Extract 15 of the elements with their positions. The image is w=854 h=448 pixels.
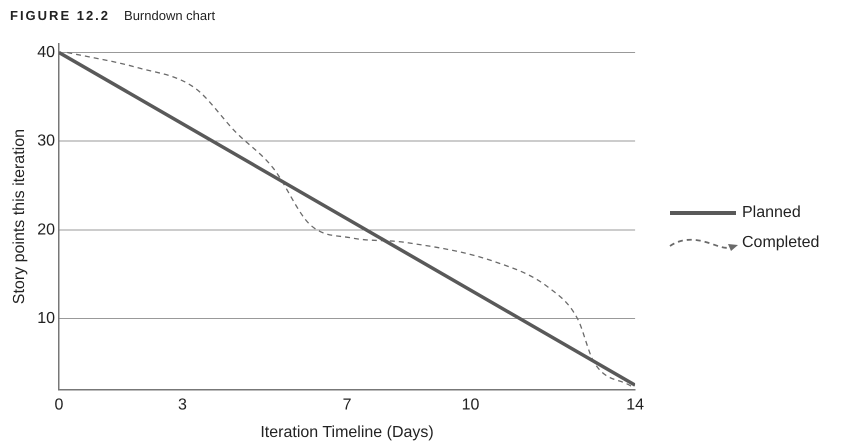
x-tick-label: 7 bbox=[342, 396, 352, 414]
x-tick-label: 10 bbox=[462, 396, 480, 414]
x-tick-label: 3 bbox=[178, 396, 187, 414]
y-tick-label: 40 bbox=[37, 44, 56, 61]
chart-subtitle: Burndown chart bbox=[124, 8, 216, 23]
y-tick-label: 20 bbox=[37, 221, 56, 238]
legend-label: Completed bbox=[742, 234, 820, 252]
x-tick-label: 0 bbox=[54, 396, 64, 414]
chart-title: FIGURE 12.2 bbox=[10, 8, 110, 23]
x-axis-title: Iteration Timeline (Days) bbox=[260, 424, 434, 441]
y-tick-label: 30 bbox=[37, 132, 56, 150]
legend-label: Planned bbox=[742, 204, 801, 222]
y-axis-title: Story points this iteration bbox=[11, 129, 28, 304]
x-tick-label: 14 bbox=[626, 396, 644, 414]
y-tick-label: 10 bbox=[37, 310, 56, 328]
